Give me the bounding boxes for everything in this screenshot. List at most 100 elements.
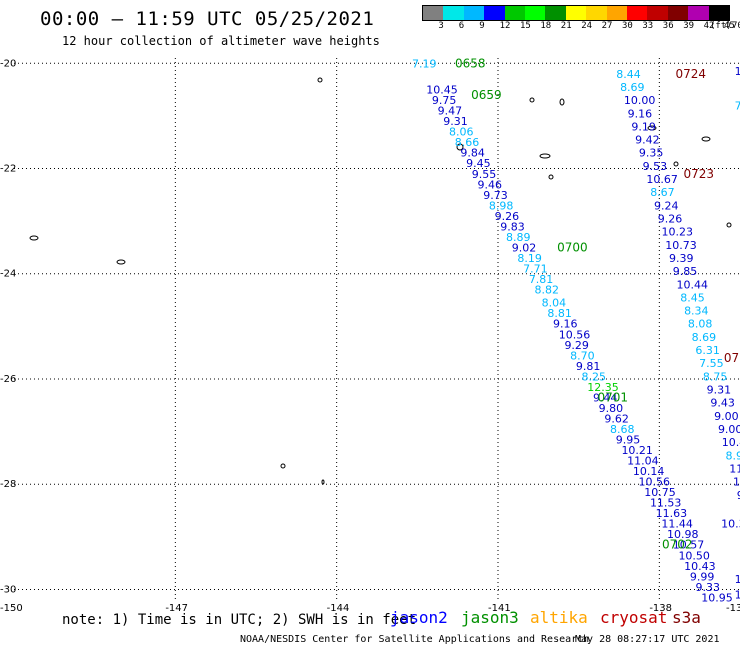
color-swatch (708, 6, 730, 20)
pass-time-label: 0702 (662, 538, 693, 552)
pass-time-label: 0723 (684, 167, 715, 181)
swh-value-label: 11.25 (735, 573, 740, 586)
swh-value-label: 9.39 (669, 252, 694, 265)
color-scale-label: 30 (622, 21, 633, 31)
swh-value-label: 8.44 (616, 68, 641, 81)
swh-value-label: 11.53 (650, 497, 682, 510)
color-scale-label: 21 (560, 21, 572, 31)
island-outline (539, 153, 551, 159)
swh-value-label: 9.85 (673, 265, 698, 278)
swh-value-label: 10.75 (644, 486, 676, 499)
swh-value-label: 8.75 (703, 370, 728, 383)
swh-value-label: 8.34 (684, 305, 709, 318)
swh-value-label: 8.08 (688, 318, 713, 331)
color-scale-label: 33 (642, 21, 654, 31)
satellite-key-jason2: jason2 (390, 608, 448, 627)
swh-value-label: 9.00 (714, 410, 739, 423)
pass-time-label: 0724 (675, 67, 706, 81)
swh-value-label: 9.46 (478, 178, 503, 191)
color-scale-label: 24 (581, 21, 593, 31)
swh-value-label: 9.02 (512, 241, 537, 254)
color-scale-label: 9 (479, 21, 485, 31)
swh-value-label: 9.43 (710, 397, 735, 410)
swh-value-label: 8.25 (582, 370, 607, 383)
color-swatch (667, 6, 689, 20)
swh-value-label: 8.70 (570, 349, 595, 362)
swh-value-label: 6.31 (695, 344, 720, 357)
swh-value-label: 9.46 (737, 489, 740, 502)
swh-value-label: 9.99 (690, 570, 715, 583)
pass-time-label: 0659 (471, 88, 502, 102)
swh-value-label: 9.55 (472, 168, 497, 181)
swh-value-label: 10.44 (677, 278, 709, 291)
longitude-label: -141 (488, 603, 511, 614)
swh-value-label: 9.81 (576, 360, 601, 373)
swh-value-label: 12.35 (587, 381, 619, 394)
island-outline (321, 479, 325, 485)
latitude-label: -28 (0, 479, 16, 490)
swh-value-label: 10.00 (624, 94, 656, 107)
swh-value-label: 10.56 (639, 476, 671, 489)
pass-time-label: 0701 (597, 390, 628, 404)
island-outline (29, 235, 39, 241)
swh-value-label: 8.81 (547, 307, 572, 320)
longitude-label: -13 (726, 603, 740, 614)
color-scale-label: 18 (540, 21, 552, 31)
color-scale-label: 45 (724, 21, 735, 31)
color-scale-label: 6 (458, 21, 465, 31)
swh-value-label: 9.31 (707, 384, 732, 397)
swh-value-label: 9.29 (564, 339, 589, 352)
swh-value-label: 9.73 (483, 189, 508, 202)
color-scale-label: 70 (732, 21, 740, 31)
swh-value-label: 8.98 (489, 199, 514, 212)
swh-value-label: 10.73 (665, 239, 697, 252)
satellite-key-s3a: s3a (672, 608, 701, 627)
swh-value-label: 10.21 (621, 444, 653, 457)
latitude-label: -30 (0, 584, 16, 595)
swh-value-label: 9.84 (460, 147, 485, 160)
color-scale-label: 3 (438, 21, 444, 31)
swh-value-label: 10.86 (733, 476, 740, 489)
color-swatch (443, 6, 464, 20)
swh-value-label: 10.4 (735, 65, 740, 78)
latitude-label: -22 (0, 164, 16, 175)
island-outline (701, 136, 711, 142)
color-swatch (423, 6, 444, 20)
color-swatch (463, 6, 485, 20)
swh-value-label: 7.9 (735, 99, 740, 112)
island-outline (673, 161, 679, 167)
swh-value-label: 10.14 (633, 465, 665, 478)
swh-value-label: 8.89 (506, 231, 531, 244)
swh-value-label: 8.67 (650, 186, 675, 199)
island-outline (116, 259, 126, 265)
swh-value-label: 10.38 (721, 518, 740, 531)
swh-value-label: 9.47 (438, 105, 463, 118)
island-outline (726, 222, 732, 228)
swh-value-label: 9.42 (635, 134, 660, 147)
island-outline (280, 463, 286, 469)
swh-value-label: 11.44 (661, 518, 693, 531)
swh-value-label: 9.00 (718, 423, 740, 436)
island-outline (548, 174, 554, 180)
swh-value-label: 10.45 (426, 84, 458, 97)
color-swatch (565, 6, 587, 20)
swh-value-label: 11.9 (735, 589, 740, 602)
color-swatch (545, 6, 566, 20)
color-swatch (484, 6, 505, 20)
swh-value-label: 10.56 (559, 328, 591, 341)
color-swatch (586, 6, 607, 20)
swh-value-label: 11.04 (627, 455, 659, 468)
swh-value-label: 9.44 (593, 391, 618, 404)
swh-value-label: 9.62 (604, 412, 629, 425)
swh-value-label: 10.50 (678, 549, 710, 562)
swh-value-label: 8.06 (449, 126, 474, 139)
swh-value-label: 9.26 (658, 212, 683, 225)
swh-value-label: 10.42 (722, 436, 740, 449)
swh-value-label: 7.55 (699, 357, 724, 370)
color-scale-label: 36 (662, 21, 674, 31)
swh-value-label: 7.71 (523, 262, 548, 275)
color-scale-label: 39 (683, 21, 695, 31)
swh-value-label: 9.83 (500, 220, 525, 233)
longitude-label: -150 (0, 603, 23, 614)
